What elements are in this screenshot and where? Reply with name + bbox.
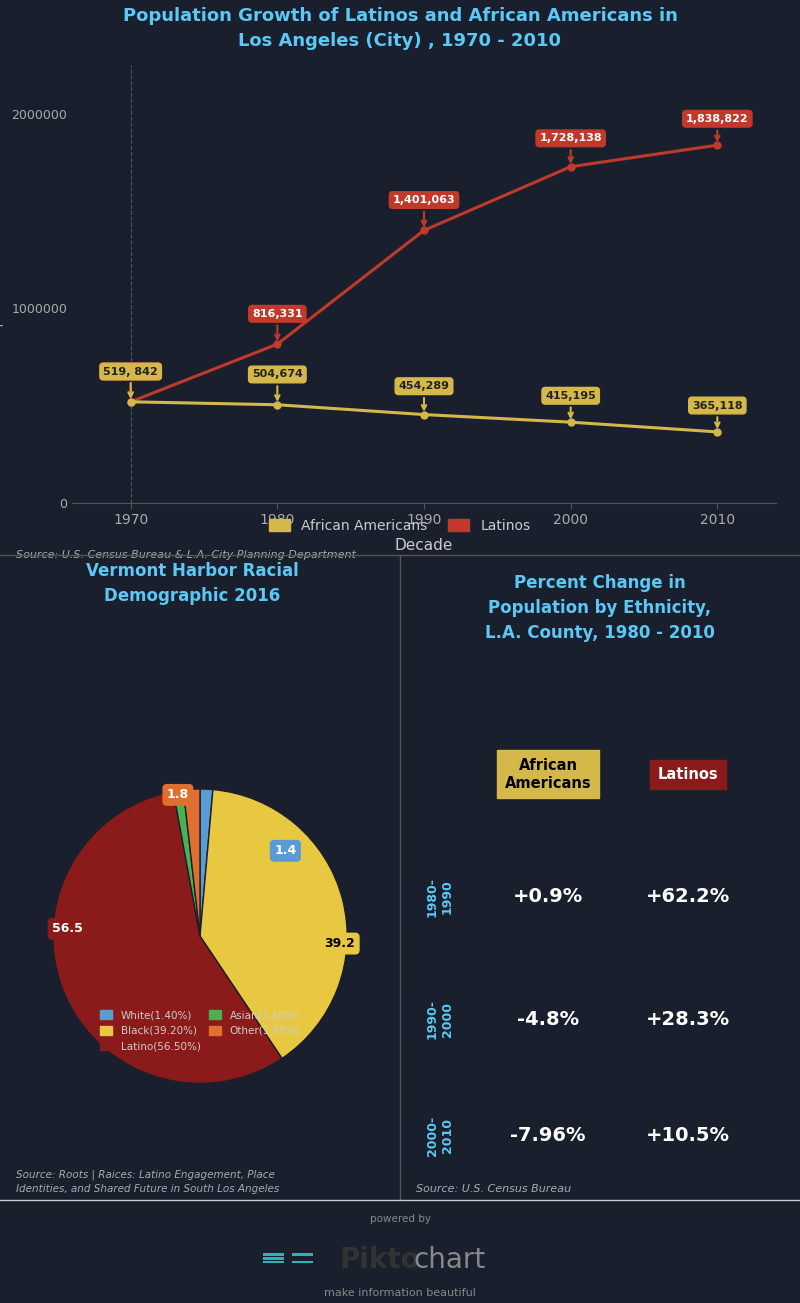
FancyBboxPatch shape [292, 1261, 313, 1264]
FancyBboxPatch shape [263, 1261, 284, 1264]
FancyBboxPatch shape [263, 1257, 284, 1260]
Text: Source: U.S. Census Bureau & L.A. City Planning Department: Source: U.S. Census Bureau & L.A. City P… [16, 550, 356, 560]
Wedge shape [200, 790, 347, 1058]
Text: 1980-
1990: 1980- 1990 [426, 877, 454, 917]
Text: 1.4: 1.4 [274, 844, 297, 857]
Text: Source: Roots | Raices: Latino Engagement, Place
Identities, and Shared Future i: Source: Roots | Raices: Latino Engagemen… [16, 1170, 279, 1194]
Text: 519, 842: 519, 842 [103, 366, 158, 396]
Text: -7.96%: -7.96% [510, 1126, 586, 1145]
Text: Pikto: Pikto [340, 1246, 421, 1274]
Text: +0.9%: +0.9% [513, 887, 583, 907]
Text: 1,401,063: 1,401,063 [393, 195, 455, 225]
Text: African
Americans: African Americans [505, 757, 591, 791]
FancyBboxPatch shape [263, 1253, 284, 1256]
Text: make information beautiful: make information beautiful [324, 1287, 476, 1298]
Wedge shape [174, 790, 200, 936]
Text: Vermont Harbor Racial
Demographic 2016: Vermont Harbor Racial Demographic 2016 [86, 562, 298, 605]
Text: 2000-
2010: 2000- 2010 [426, 1115, 454, 1156]
Text: Latinos: Latinos [658, 767, 718, 782]
Text: 39.2: 39.2 [325, 937, 355, 950]
Text: 816,331: 816,331 [252, 309, 302, 339]
Text: +62.2%: +62.2% [646, 887, 730, 907]
Text: 415,195: 415,195 [546, 391, 596, 417]
Text: +28.3%: +28.3% [646, 1010, 730, 1029]
Legend: White(1.40%), Black(39.20%), Latino(56.50%), Asian(1.10%), Other(1.80%): White(1.40%), Black(39.20%), Latino(56.5… [97, 1007, 303, 1054]
Text: 519, 842: 519, 842 [103, 366, 158, 396]
Text: Percent Change in
Population by Ethnicity,
L.A. County, 1980 - 2010: Percent Change in Population by Ethnicit… [485, 575, 715, 642]
Text: 504,674: 504,674 [252, 370, 302, 400]
Wedge shape [200, 790, 213, 936]
Text: -4.8%: -4.8% [517, 1010, 579, 1029]
Text: powered by: powered by [370, 1213, 430, 1224]
Wedge shape [53, 791, 282, 1083]
FancyBboxPatch shape [292, 1253, 313, 1256]
Text: +10.5%: +10.5% [646, 1126, 730, 1145]
Text: Source: U.S. Census Bureau: Source: U.S. Census Bureau [416, 1183, 571, 1194]
Text: chart: chart [414, 1246, 486, 1274]
Wedge shape [183, 790, 200, 936]
Text: 454,289: 454,289 [398, 382, 450, 409]
Text: 56.5: 56.5 [52, 923, 83, 936]
Text: 1,728,138: 1,728,138 [539, 133, 602, 162]
Text: 1.8: 1.8 [167, 788, 189, 801]
Text: Population Growth of Latinos and African Americans in
Los Angeles (City) , 1970 : Population Growth of Latinos and African… [122, 7, 678, 50]
Y-axis label: Population Growth: Population Growth [0, 227, 4, 341]
X-axis label: Decade: Decade [395, 538, 453, 554]
Text: 1,838,822: 1,838,822 [686, 113, 749, 139]
Text: 1990-
2000: 1990- 2000 [426, 999, 454, 1040]
Text: 365,118: 365,118 [692, 400, 742, 427]
Legend: African Americans, Latinos: African Americans, Latinos [264, 513, 536, 538]
